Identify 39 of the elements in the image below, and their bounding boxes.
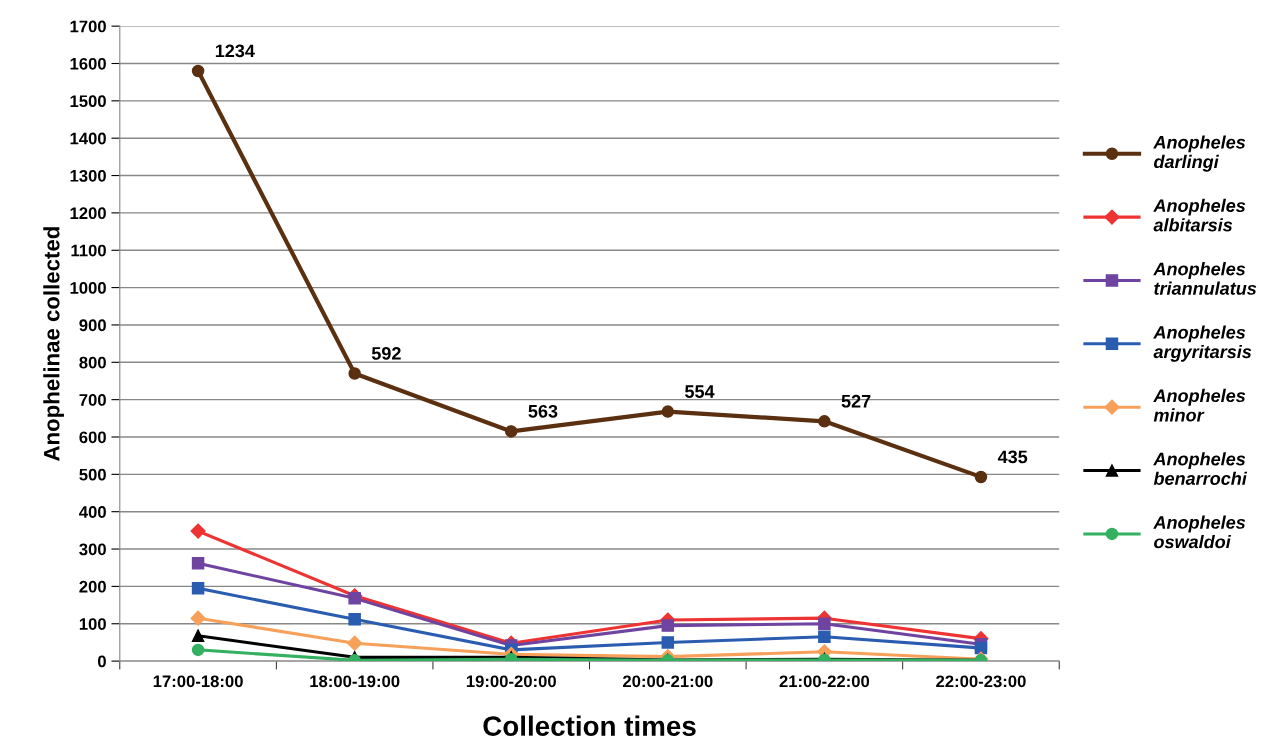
annotation: 1234 <box>215 44 255 58</box>
legend-label: Anopheles oswaldoi <box>1153 515 1246 549</box>
y-tick-label: 1000 <box>70 282 106 294</box>
y-tick-label: 1100 <box>71 244 106 257</box>
y-tick-label: 700 <box>79 394 106 406</box>
y-tick-label: 600 <box>79 431 106 444</box>
y-tick-label: 1300 <box>70 169 106 182</box>
y-axis-title: Anophelinae collected <box>43 227 64 461</box>
annotation: 563 <box>528 404 558 418</box>
annotation: 527 <box>841 394 871 408</box>
legend-label: Anopheles albitarsis <box>1153 198 1246 232</box>
legend-label: Anopheles triannulatus <box>1153 262 1257 295</box>
y-tick-label: 400 <box>79 506 106 518</box>
annotation: 554 <box>685 385 715 398</box>
x-tick-label: 18:00-19:00 <box>310 675 400 688</box>
y-tick-label: 900 <box>79 319 106 332</box>
y-tick-label: 1200 <box>70 207 106 220</box>
x-tick-label: 21:00-22:00 <box>779 675 870 688</box>
y-tick-label: 800 <box>79 356 106 369</box>
x-tick-label: 17:00-18:00 <box>153 675 243 688</box>
y-tick-label: 1600 <box>70 57 106 70</box>
legend-label: Anopheles benarrochi <box>1153 452 1248 485</box>
y-tick-label: 1700 <box>70 20 106 33</box>
y-tick-label: 100 <box>79 618 106 630</box>
y-tick-label: 1500 <box>70 95 106 108</box>
legend-label: Anopheles minor <box>1153 388 1246 422</box>
x-tick-label: 19:00-20:00 <box>466 675 556 688</box>
x-tick-label: 22:00-23:00 <box>936 675 1026 688</box>
y-tick-label: 300 <box>79 543 106 556</box>
legend-label: Anopheles darlingi <box>1153 135 1246 172</box>
annotation: 592 <box>371 347 401 360</box>
x-axis-title: Collection times <box>483 715 696 736</box>
y-tick-label: 500 <box>79 468 106 481</box>
annotation: 435 <box>997 450 1028 464</box>
legend-label: Anopheles argyritarsis <box>1153 325 1252 362</box>
y-tick-label: 0 <box>97 655 106 668</box>
x-tick-label: 20:00-21:00 <box>622 675 713 688</box>
y-tick-label: 1400 <box>70 132 106 145</box>
y-tick-label: 200 <box>79 580 106 593</box>
